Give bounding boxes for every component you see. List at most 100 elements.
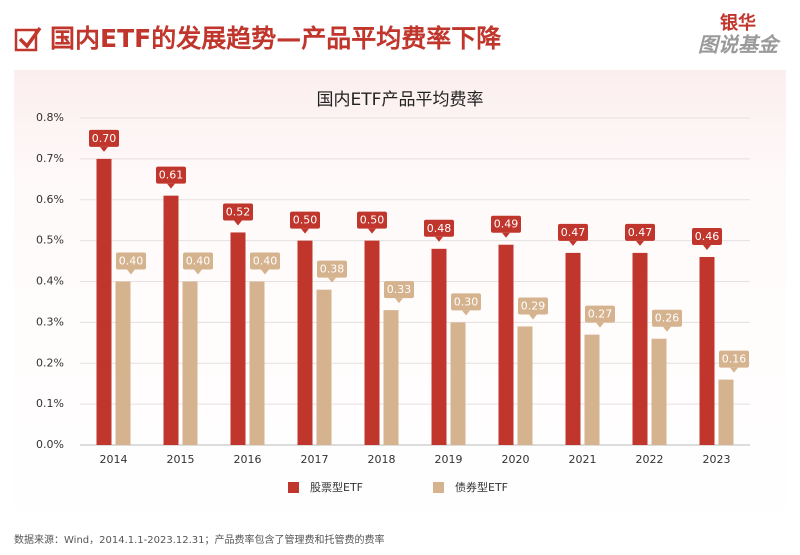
data-label: 0.47 xyxy=(628,226,653,239)
logo-brand: 银华 xyxy=(720,12,756,34)
data-label: 0.29 xyxy=(521,299,546,312)
label-box xyxy=(156,166,186,184)
label-box xyxy=(491,215,521,233)
bar xyxy=(450,322,466,445)
label-pointer xyxy=(529,314,537,320)
label-pointer xyxy=(167,183,175,189)
bar xyxy=(383,310,399,445)
y-tick-label: 0.1% xyxy=(36,397,64,410)
bar xyxy=(632,252,648,445)
bar xyxy=(718,379,734,445)
source-note: 数据来源：Wind，2014.1.1-2023.12.31；产品费率包含了管理费… xyxy=(14,533,385,546)
data-label: 0.50 xyxy=(360,214,385,227)
label-pointer xyxy=(234,220,242,226)
label-pointer xyxy=(730,367,738,373)
x-tick-label: 2014 xyxy=(100,453,128,466)
label-box xyxy=(518,297,548,315)
data-label: 0.27 xyxy=(588,308,613,321)
bar xyxy=(249,281,265,445)
label-pointer xyxy=(301,228,309,234)
data-label: 0.40 xyxy=(119,255,144,268)
logo-text: 图说基金 xyxy=(698,33,781,57)
x-tick-label: 2020 xyxy=(502,453,530,466)
label-pointer xyxy=(502,232,510,238)
label-box xyxy=(250,252,280,270)
legend-label: 股票型ETF xyxy=(310,480,363,494)
bar xyxy=(96,158,112,445)
label-box xyxy=(692,227,722,245)
y-tick-label: 0.6% xyxy=(36,193,64,206)
y-tick-label: 0.2% xyxy=(36,356,64,369)
bar xyxy=(565,252,581,445)
label-box xyxy=(652,309,682,327)
label-box xyxy=(585,305,615,323)
label-box xyxy=(384,281,414,299)
label-pointer xyxy=(395,298,403,304)
label-pointer xyxy=(328,277,336,283)
label-box xyxy=(357,211,387,229)
legend-swatch xyxy=(433,482,444,493)
label-pointer xyxy=(462,310,470,316)
data-label: 0.52 xyxy=(226,205,251,218)
data-label: 0.33 xyxy=(387,283,412,296)
data-label: 0.40 xyxy=(253,255,278,268)
panel xyxy=(14,70,786,540)
bar xyxy=(364,240,380,445)
data-label: 0.38 xyxy=(320,263,345,276)
data-label: 0.26 xyxy=(655,312,680,325)
bar xyxy=(431,248,447,445)
data-label: 0.40 xyxy=(186,255,211,268)
x-tick-label: 2015 xyxy=(167,453,195,466)
y-tick-label: 0.0% xyxy=(36,438,64,451)
data-label: 0.30 xyxy=(454,295,479,308)
x-tick-label: 2019 xyxy=(435,453,463,466)
label-pointer xyxy=(663,326,671,332)
label-box xyxy=(183,252,213,270)
page-title: 国内ETF的发展趋势—产品平均费率下降 xyxy=(50,24,502,53)
bar xyxy=(316,289,332,445)
legend-label: 债券型ETF xyxy=(455,480,508,494)
bar xyxy=(115,281,131,445)
label-pointer xyxy=(127,269,135,275)
x-tick-label: 2018 xyxy=(368,453,396,466)
check-icon xyxy=(14,26,42,52)
bar xyxy=(584,334,600,445)
label-box xyxy=(317,260,347,278)
data-label: 0.46 xyxy=(695,230,720,243)
x-tick-label: 2022 xyxy=(636,453,664,466)
data-label: 0.61 xyxy=(159,169,184,182)
label-pointer xyxy=(569,240,577,246)
data-label: 0.70 xyxy=(92,132,117,145)
bar xyxy=(651,338,667,445)
label-pointer xyxy=(100,146,108,152)
bar xyxy=(517,326,533,445)
y-tick-label: 0.5% xyxy=(36,234,64,247)
data-label: 0.49 xyxy=(494,218,519,231)
label-pointer xyxy=(194,269,202,275)
x-tick-label: 2023 xyxy=(703,453,731,466)
label-box xyxy=(625,223,655,241)
label-pointer xyxy=(435,236,443,242)
label-pointer xyxy=(368,228,376,234)
data-label: 0.48 xyxy=(427,222,452,235)
bar xyxy=(163,195,179,445)
y-tick-label: 0.8% xyxy=(36,111,64,124)
legend-swatch xyxy=(288,482,299,493)
y-tick-label: 0.3% xyxy=(36,315,64,328)
bar xyxy=(699,256,715,445)
bar xyxy=(498,244,514,445)
data-label: 0.47 xyxy=(561,226,586,239)
label-pointer xyxy=(636,240,644,246)
label-box xyxy=(719,350,749,368)
label-box xyxy=(424,219,454,237)
label-box xyxy=(89,129,119,147)
x-tick-label: 2017 xyxy=(301,453,329,466)
bar xyxy=(297,240,313,445)
data-label: 0.16 xyxy=(722,353,747,366)
label-pointer xyxy=(261,269,269,275)
label-pointer xyxy=(703,244,711,250)
label-box xyxy=(223,203,253,221)
label-box xyxy=(451,293,481,311)
